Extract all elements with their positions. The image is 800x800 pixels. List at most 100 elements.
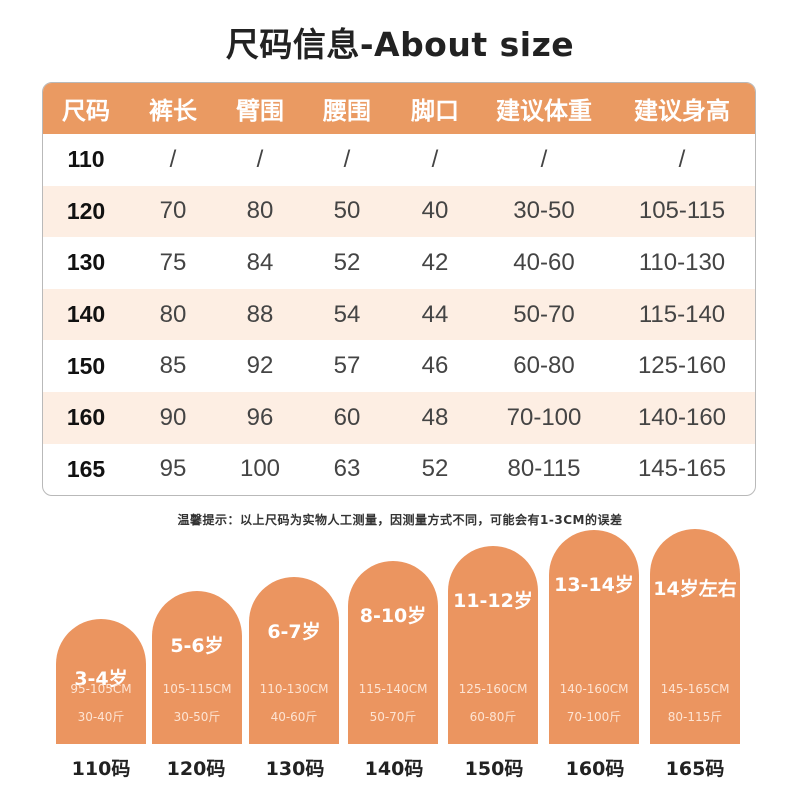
card-height-range: 125-160CM bbox=[458, 682, 528, 696]
card-size-label: 120码 bbox=[166, 758, 226, 780]
card-size-label: 110码 bbox=[71, 758, 131, 780]
card-size-label: 150码 bbox=[464, 758, 524, 780]
column-header: 建议身高 bbox=[634, 97, 730, 125]
measurement-cell: 105-115 bbox=[638, 197, 726, 225]
measurement-cell: 50-70 bbox=[513, 300, 575, 328]
measurement-cell: 85 bbox=[159, 352, 187, 380]
measurement-cell: 88 bbox=[246, 300, 274, 328]
card-size-label: 130码 bbox=[265, 758, 325, 780]
measurement-cell: 80 bbox=[246, 197, 274, 225]
card-age-label: 5-6岁 bbox=[170, 635, 224, 657]
measurement-cell: / bbox=[256, 145, 264, 173]
card-height-range: 145-165CM bbox=[660, 682, 730, 696]
size-cell: 140 bbox=[66, 301, 106, 328]
table-row: 150 85 92 57 46 60-80 125-160 bbox=[43, 340, 755, 392]
measurement-cell: 92 bbox=[246, 352, 274, 380]
table-row: 130 75 84 52 42 40-60 110-130 bbox=[43, 237, 755, 289]
measurement-cell: 96 bbox=[246, 403, 274, 431]
card-age-label: 14岁左右 bbox=[653, 578, 737, 600]
column-header: 脚口 bbox=[411, 97, 459, 125]
table-header-row: 尺码 裤长 臂围 腰围 脚口 建议体重 建议身高 bbox=[43, 83, 755, 134]
measurement-cell: 44 bbox=[421, 300, 449, 328]
measurement-cell: 70-100 bbox=[506, 403, 582, 431]
measurement-cell: / bbox=[169, 145, 177, 173]
card-weight-range: 60-80斤 bbox=[469, 710, 517, 724]
measurement-cell: 54 bbox=[333, 300, 361, 328]
card-weight-range: 40-60斤 bbox=[270, 710, 318, 724]
measurement-cell: 75 bbox=[159, 248, 187, 276]
measurement-cell: 57 bbox=[333, 352, 361, 380]
measurement-cell: 145-165 bbox=[637, 455, 727, 483]
measurement-cell: 80-115 bbox=[507, 455, 581, 483]
measurement-cell: 46 bbox=[421, 352, 449, 380]
measurement-cell: 40 bbox=[421, 197, 449, 225]
card-height-range: 95-105CM bbox=[70, 682, 132, 696]
card-weight-range: 80-115斤 bbox=[667, 710, 723, 724]
measurement-cell: / bbox=[678, 145, 686, 173]
column-header: 臂围 bbox=[236, 97, 284, 125]
measurement-cell: 42 bbox=[421, 248, 449, 276]
table-row: 120 70 80 50 40 30-50 105-115 bbox=[43, 185, 755, 238]
measurement-cell: 52 bbox=[333, 248, 361, 276]
card-weight-range: 70-100斤 bbox=[566, 710, 622, 724]
table-body: 110 / / / / / / 120 70 80 50 40 30-50 105-115 130 75 84 5… bbox=[43, 134, 755, 495]
age-size-card: 13-14岁 140-160CM 70-100斤 bbox=[549, 530, 639, 744]
measurement-cell: 60 bbox=[333, 403, 361, 431]
measurement-cell: 52 bbox=[421, 455, 449, 483]
table-row: 140 80 88 54 44 50-70 115-140 bbox=[43, 288, 755, 341]
measurement-cell: 115-140 bbox=[638, 300, 726, 328]
size-cell: 110 bbox=[67, 146, 105, 173]
age-size-card: 11-12岁 125-160CM 60-80斤 bbox=[448, 546, 538, 744]
column-header: 裤长 bbox=[149, 97, 197, 125]
card-size-label: 165码 bbox=[665, 758, 725, 780]
column-header: 建议体重 bbox=[496, 97, 592, 125]
card-age-label: 8-10岁 bbox=[359, 605, 427, 627]
measurement-cell: 48 bbox=[421, 403, 449, 431]
age-size-card: 14岁左右 145-165CM 80-115斤 bbox=[650, 529, 740, 744]
age-size-card: 3-4岁 95-105CM 30-40斤 bbox=[56, 619, 146, 744]
size-table: 尺码 裤长 臂围 腰围 脚口 建议体重 建议身高 110 / / / / / / 120 70 8… bbox=[42, 82, 756, 496]
table-row: 110 / / / / / / bbox=[43, 134, 755, 186]
measurement-cell: 110-130 bbox=[638, 248, 726, 276]
measurement-cell: 50 bbox=[333, 197, 361, 225]
card-size-label: 140码 bbox=[364, 758, 424, 780]
size-cell: 150 bbox=[66, 352, 106, 379]
size-cell: 165 bbox=[66, 455, 106, 482]
measurement-cell: 70 bbox=[159, 197, 187, 225]
measurement-cell: 100 bbox=[239, 455, 281, 483]
measurement-cell: / bbox=[540, 145, 548, 173]
age-size-card: 6-7岁 110-130CM 40-60斤 bbox=[249, 577, 339, 744]
measurement-cell: / bbox=[343, 145, 351, 173]
age-size-card: 5-6岁 105-115CM 30-50斤 bbox=[152, 591, 242, 744]
column-header: 腰围 bbox=[323, 97, 371, 125]
measurement-cell: 40-60 bbox=[513, 248, 575, 276]
measurement-cell: 125-160 bbox=[637, 352, 727, 380]
measurement-cell: 95 bbox=[159, 455, 187, 483]
measurement-cell: 90 bbox=[159, 403, 187, 431]
measurement-note: 温馨提示：以上尺码为实物人工测量，因测量方式不同，可能会有1-3CM的误差 bbox=[177, 513, 623, 527]
measurement-cell: 84 bbox=[246, 248, 274, 276]
measurement-cell: 140-160 bbox=[637, 403, 727, 431]
table-row: 165 95 100 63 52 80-115 145-165 bbox=[43, 444, 755, 495]
column-header: 尺码 bbox=[62, 97, 110, 125]
card-height-range: 110-130CM bbox=[259, 682, 329, 696]
card-weight-range: 30-50斤 bbox=[173, 710, 221, 724]
card-age-label: 11-12岁 bbox=[453, 590, 533, 612]
measurement-cell: 80 bbox=[159, 300, 187, 328]
card-height-range: 140-160CM bbox=[559, 682, 629, 696]
page-title: 尺码信息-About size bbox=[225, 25, 575, 64]
size-cell: 130 bbox=[66, 249, 106, 276]
card-weight-range: 30-40斤 bbox=[77, 710, 125, 724]
measurement-cell: / bbox=[431, 145, 439, 173]
card-age-label: 6-7岁 bbox=[267, 621, 321, 643]
card-age-label: 3-4岁 bbox=[74, 668, 128, 690]
card-weight-range: 50-70斤 bbox=[369, 710, 417, 724]
card-age-label: 13-14岁 bbox=[554, 574, 634, 596]
size-cell: 120 bbox=[66, 197, 106, 224]
card-height-range: 115-140CM bbox=[358, 682, 428, 696]
measurement-cell: 63 bbox=[333, 455, 361, 483]
age-size-card: 8-10岁 115-140CM 50-70斤 bbox=[348, 561, 438, 744]
card-height-range: 105-115CM bbox=[162, 682, 232, 696]
measurement-cell: 60-80 bbox=[513, 352, 575, 380]
size-cell: 160 bbox=[66, 404, 106, 431]
